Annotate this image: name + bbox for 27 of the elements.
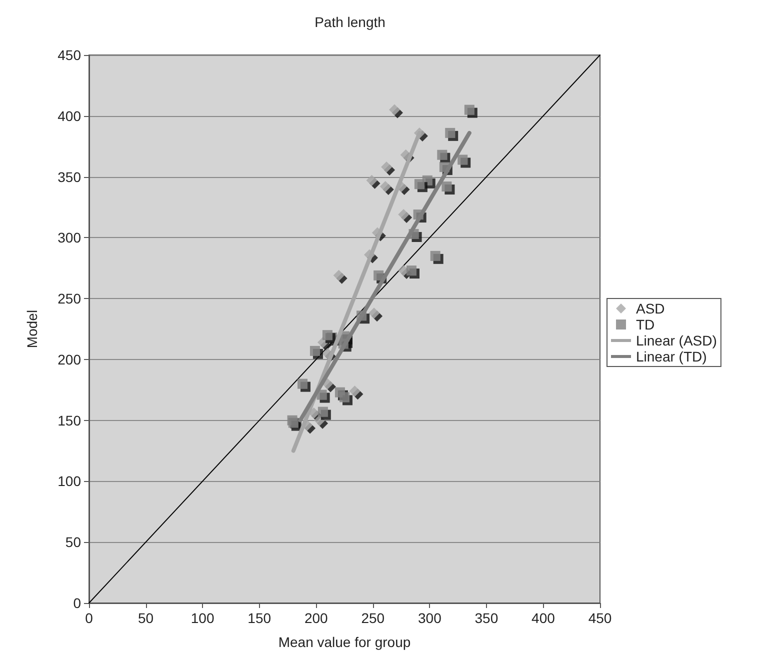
x-tick-label: 50 <box>138 610 154 626</box>
y-tick-label: 100 <box>58 473 82 490</box>
y-tick-label: 150 <box>58 412 82 428</box>
y-tick-label: 450 <box>58 47 82 63</box>
x-tick-label: 450 <box>588 610 612 626</box>
x-tick-label: 200 <box>304 610 328 626</box>
y-tick-label: 350 <box>58 168 82 185</box>
x-tick-label: 0 <box>85 610 94 626</box>
x-tick-label: 350 <box>474 610 498 626</box>
x-tick-label: 250 <box>361 610 385 626</box>
y-tick-label: 400 <box>58 108 82 124</box>
y-tick-label: 50 <box>65 534 82 550</box>
x-tick-label: 400 <box>532 610 556 626</box>
x-tick-label: 150 <box>248 610 272 626</box>
legend-label: Linear (TD) <box>636 348 707 364</box>
legend-label: Linear (ASD) <box>636 332 717 348</box>
y-tick-label: 250 <box>58 290 82 307</box>
y-tick-label: 200 <box>58 351 82 368</box>
x-tick-label: 300 <box>418 610 442 626</box>
x-tick-label: 100 <box>190 610 214 626</box>
chart-title: Path length <box>314 14 386 30</box>
y-tick-label: 0 <box>73 595 82 611</box>
legend-label: TD <box>636 316 655 332</box>
x-axis-title: Mean value for group <box>278 634 411 650</box>
legend-label: ASD <box>636 300 665 316</box>
y-axis-title: Model <box>24 310 40 348</box>
y-tick-label: 300 <box>58 230 82 246</box>
